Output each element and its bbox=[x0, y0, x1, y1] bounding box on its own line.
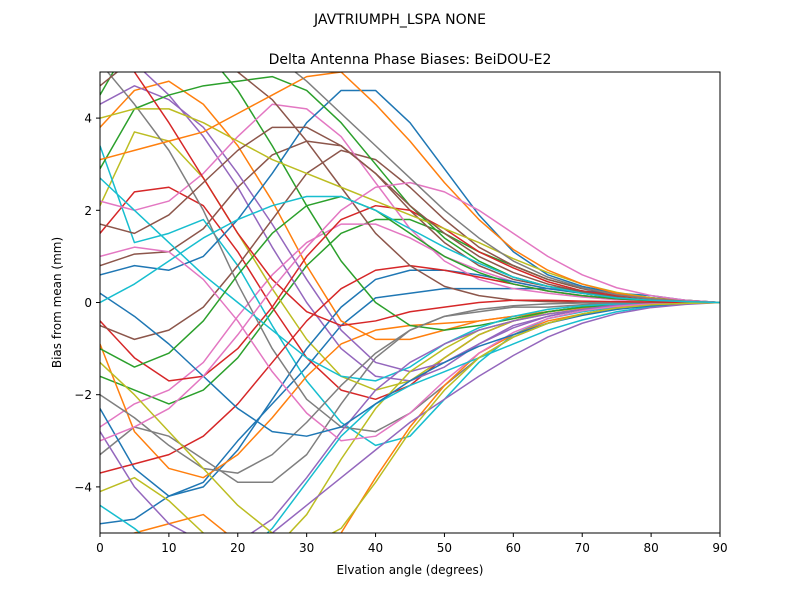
x-tick-label: 20 bbox=[230, 541, 245, 555]
x-tick-label: 40 bbox=[368, 541, 383, 555]
series-line-40 bbox=[100, 195, 720, 304]
series-line-32 bbox=[100, 72, 720, 304]
x-axis-ticks: 0 10 20 30 40 50 60 70 80 90 bbox=[96, 533, 728, 555]
y-axis-label: Bias from mean (mm) bbox=[50, 237, 64, 368]
x-axis-label: Elvation angle (degrees) bbox=[337, 563, 484, 577]
series-line-35 bbox=[270, 301, 720, 533]
x-tick-label: 50 bbox=[437, 541, 452, 555]
x-tick-label: 60 bbox=[506, 541, 521, 555]
y-tick-label: −4 bbox=[74, 480, 92, 494]
series-line-38 bbox=[100, 72, 720, 304]
series-line-33 bbox=[100, 195, 720, 368]
series-line-27 bbox=[100, 246, 720, 442]
series-layer bbox=[100, 72, 720, 533]
series-line-37 bbox=[100, 181, 720, 442]
y-tick-label: 0 bbox=[84, 296, 92, 310]
series-line-10 bbox=[100, 145, 720, 447]
x-tick-label: 80 bbox=[643, 541, 658, 555]
y-tick-label: 2 bbox=[84, 204, 92, 218]
y-axis-ticks: −4 −2 0 2 4 bbox=[74, 112, 100, 494]
series-line-39 bbox=[100, 301, 720, 533]
x-tick-label: 70 bbox=[575, 541, 590, 555]
y-tick-label: −2 bbox=[74, 388, 92, 402]
series-line-20 bbox=[100, 177, 720, 382]
series-line-34 bbox=[133, 72, 720, 327]
x-tick-label: 0 bbox=[96, 541, 104, 555]
chart-title: Delta Antenna Phase Biases: BeiDOU-E2 bbox=[269, 52, 552, 68]
series-line-36 bbox=[100, 126, 720, 304]
x-tick-label: 10 bbox=[161, 541, 176, 555]
series-line-29 bbox=[100, 108, 720, 304]
figure-suptitle: JAVTRIUMPH_LSPA NONE bbox=[313, 12, 486, 28]
series-line-30 bbox=[100, 301, 720, 533]
x-tick-label: 90 bbox=[712, 541, 727, 555]
y-tick-label: 4 bbox=[84, 112, 92, 126]
x-tick-label: 30 bbox=[299, 541, 314, 555]
